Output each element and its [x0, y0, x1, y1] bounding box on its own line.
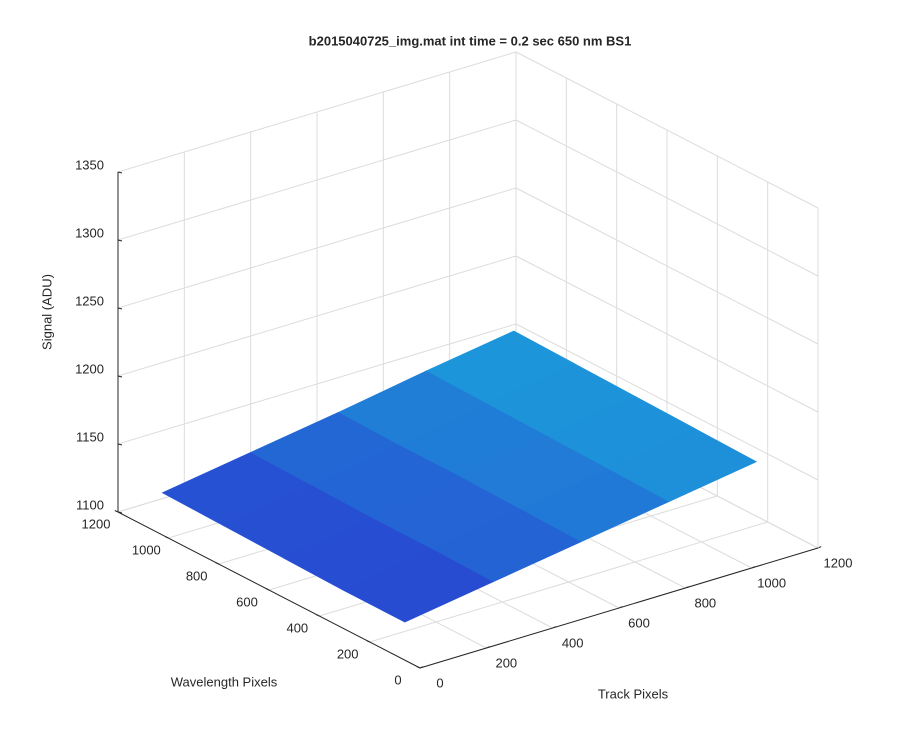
- x-tick-label: 1000: [757, 575, 786, 590]
- z-tick: [117, 239, 123, 242]
- y-tick-label: 200: [337, 646, 359, 661]
- y-tick-label: 1200: [82, 516, 111, 531]
- z-tick: [117, 307, 123, 310]
- x-tick-label: 800: [694, 595, 716, 610]
- grid-line: [117, 323, 517, 445]
- z-tick-label: 1250: [75, 293, 104, 308]
- x-tick-label: 0: [436, 675, 443, 690]
- y-axis: [117, 511, 421, 669]
- chart-title: b2015040725_img.mat int time = 0.2 sec 6…: [309, 33, 632, 48]
- surface-patch: [343, 548, 494, 623]
- grid-line: [117, 187, 517, 309]
- x-tick-label: 400: [562, 635, 584, 650]
- y-tick-label: 1000: [132, 542, 161, 557]
- z-tick: [117, 171, 123, 174]
- y-tick: [114, 510, 119, 513]
- z-tick-label: 1300: [75, 225, 104, 240]
- grid-line: [117, 51, 517, 173]
- x-tick-label: 200: [495, 655, 517, 670]
- x-tick-label: 1200: [824, 555, 853, 570]
- z-tick: [117, 375, 123, 378]
- x-tick-label: 600: [628, 615, 650, 630]
- y-tick-label: 800: [186, 568, 208, 583]
- z-axis-label: Signal (ADU): [39, 274, 54, 350]
- grid-line: [515, 187, 819, 345]
- z-tick-label: 1150: [76, 429, 104, 444]
- grid-line: [515, 119, 819, 277]
- z-tick: [117, 443, 123, 446]
- grid-line: [515, 255, 819, 413]
- y-tick-label: 400: [286, 620, 308, 635]
- y-tick-label: 600: [236, 594, 258, 609]
- z-tick-label: 1350: [75, 157, 104, 172]
- grid-line: [117, 255, 517, 377]
- z-tick-label: 1200: [75, 361, 104, 376]
- y-tick-label: 0: [394, 672, 401, 687]
- x-axis-label: Track Pixels: [598, 686, 669, 701]
- grid-line: [117, 119, 517, 241]
- grid-line: [515, 51, 819, 209]
- x-axis: [419, 547, 819, 669]
- grid-line: [515, 323, 819, 481]
- y-axis-label: Wavelength Pixels: [171, 674, 278, 689]
- x-tick: [817, 546, 822, 549]
- z-tick-label: 1100: [76, 497, 104, 512]
- grid-line: [369, 521, 768, 643]
